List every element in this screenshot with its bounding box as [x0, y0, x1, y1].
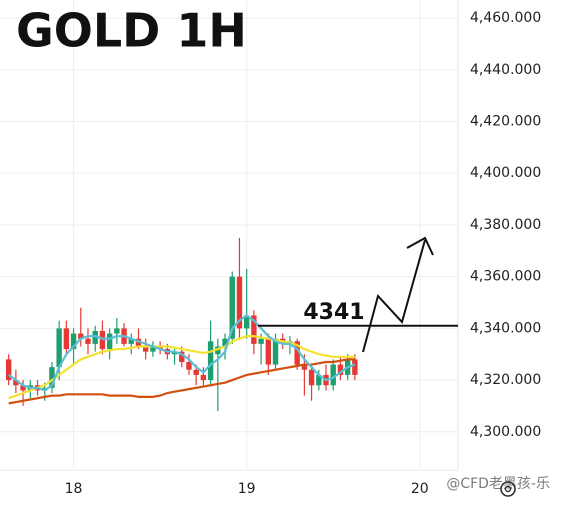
y-tick-label: 4,360.000	[470, 269, 541, 285]
moving-average-line	[8, 314, 356, 392]
candle-body	[114, 328, 120, 334]
candle-body	[49, 367, 55, 388]
candle-body	[200, 374, 207, 381]
candle-body	[272, 338, 279, 365]
y-tick-label: 4,340.000	[470, 320, 541, 336]
candle-body	[92, 330, 98, 344]
candle-body	[222, 338, 228, 347]
candle-body	[99, 330, 106, 350]
y-tick-label: 4,380.000	[470, 217, 541, 233]
y-tick-label: 4,420.000	[470, 114, 541, 130]
chart-title: GOLD 1H	[16, 4, 247, 58]
gear-hub[interactable]	[504, 485, 512, 493]
candle-body	[193, 369, 199, 375]
candle-body	[142, 346, 149, 352]
candle-body	[243, 315, 250, 329]
candle-body	[13, 380, 19, 386]
candle-body	[229, 276, 235, 339]
candle-body	[265, 338, 272, 365]
watermark: @CFD老黑孩-乐	[446, 476, 550, 492]
candle-body	[179, 351, 185, 362]
x-tick-label: 20	[411, 481, 429, 497]
plot-area	[0, 0, 458, 468]
candle-body	[70, 333, 77, 350]
candle-body	[308, 369, 315, 386]
candle-body	[5, 359, 12, 381]
candle-body	[20, 385, 26, 391]
candle-body	[352, 359, 358, 375]
candle-body	[157, 346, 163, 350]
candle-body	[330, 364, 336, 386]
candle-body	[316, 374, 322, 386]
candle-body	[171, 351, 178, 355]
candle-body	[128, 338, 134, 344]
y-tick-label: 4,400.000	[470, 165, 541, 181]
y-tick-label: 4,460.000	[470, 10, 541, 26]
candle-body	[337, 364, 344, 375]
settings-icon[interactable]	[500, 481, 516, 497]
x-tick-label: 19	[238, 481, 256, 497]
y-tick-label: 4,300.000	[470, 424, 541, 440]
candle-body	[207, 341, 214, 381]
candle-body	[150, 346, 156, 352]
moving-average-line	[8, 335, 355, 400]
candle-body	[236, 276, 243, 329]
candle-body	[186, 361, 192, 370]
candle-body	[63, 328, 70, 350]
candle-body	[135, 338, 142, 347]
candle-body	[301, 364, 308, 370]
candle-body	[294, 341, 300, 365]
candle-body	[215, 346, 221, 355]
y-tick-label: 4,440.000	[470, 62, 541, 78]
x-tick-label: 18	[65, 481, 83, 497]
projection-arrow	[362, 239, 426, 353]
candle-body	[78, 333, 84, 339]
candle-body	[85, 338, 91, 344]
y-tick-label: 4,320.000	[470, 372, 541, 388]
candle-body	[56, 328, 62, 368]
gear[interactable]	[500, 481, 516, 497]
candle-body	[251, 315, 257, 344]
level-label: 4341	[303, 300, 364, 325]
candle-body	[258, 338, 264, 344]
moving-average-line	[8, 358, 355, 405]
candle-body	[106, 333, 113, 350]
arrow-head	[406, 236, 434, 256]
